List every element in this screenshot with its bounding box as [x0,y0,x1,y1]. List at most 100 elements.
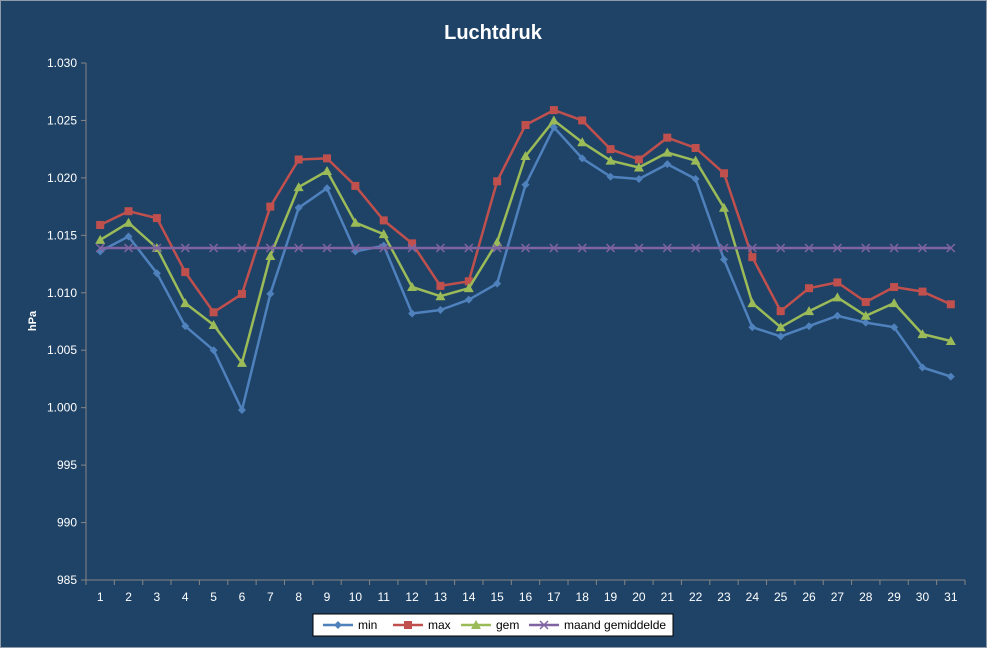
data-point [606,172,615,181]
x-tick-label: 21 [661,590,675,604]
x-tick-label: 2 [125,590,132,604]
data-point [663,160,672,169]
x-tick-label: 18 [576,590,590,604]
x-tick-label: 12 [405,590,419,604]
series-line [99,108,952,314]
data-point [804,306,815,316]
data-point [435,243,445,253]
x-tick-label: 4 [182,590,189,604]
y-tick-label: 1.005 [47,343,77,357]
x-tick-label: 7 [267,590,274,604]
x-tick-label: 20 [632,590,646,604]
x-tick-label: 26 [802,590,816,604]
data-point [691,144,700,153]
y-tick-label: 995 [57,458,77,472]
data-point [493,177,502,186]
x-tick-label: 5 [210,590,217,604]
data-point [236,357,247,367]
data-point [606,243,616,253]
data-point [890,323,899,332]
data-point [323,184,332,193]
data-point [123,217,134,227]
data-point [832,292,843,302]
data-point [436,281,445,290]
data-point [889,243,899,253]
y-tick-label: 1.030 [47,56,77,70]
data-point [577,243,587,253]
x-tick-label: 16 [519,590,533,604]
data-point [776,332,785,341]
data-point [549,123,558,132]
x-tick-label: 1 [97,590,104,604]
data-point [350,243,360,253]
data-point [945,336,956,346]
data-point [549,106,558,115]
y-tick-label: 1.000 [47,401,77,415]
data-point [776,243,786,253]
y-tick-label: 985 [57,573,77,587]
data-point [294,155,303,164]
data-point [265,243,275,253]
data-point [634,155,643,164]
data-point [861,243,871,253]
data-point [860,310,871,320]
x-tick-label: 15 [490,590,504,604]
data-point [181,268,190,277]
data-point [294,243,304,253]
data-point [805,284,814,293]
legend-swatch-marker [404,621,412,629]
data-point [408,309,417,318]
data-point [917,329,928,339]
data-point [266,289,275,298]
data-point [719,255,728,264]
data-point [833,278,842,287]
y-tick-label: 1.015 [47,228,77,242]
data-point [805,322,814,331]
legend-label: maand gemiddelde [564,618,666,632]
x-tick-label: 3 [154,590,161,604]
data-point [889,298,900,308]
data-point [747,243,757,253]
x-tick-label: 13 [434,590,448,604]
data-point [521,180,530,189]
data-point [577,137,588,147]
data-point [209,308,218,317]
data-point [294,203,303,212]
data-point [209,243,219,253]
x-tick-label: 6 [239,590,246,604]
legend-label: gem [496,618,519,632]
data-point [351,181,360,190]
chart-title: Luchtdruk [444,22,543,44]
x-tick-label: 24 [746,590,760,604]
data-point [407,243,417,253]
data-point [890,283,899,292]
data-point [237,243,247,253]
data-point [861,318,870,327]
data-point [946,243,956,253]
data-point [521,121,530,130]
x-tick-label: 22 [689,590,703,604]
data-point [605,155,616,165]
data-point [124,232,133,241]
data-point [350,217,361,227]
data-point [96,220,105,229]
data-point [917,243,927,253]
data-point [181,322,190,331]
data-point [464,243,474,253]
data-point [718,202,729,212]
data-point [378,229,389,239]
data-point [832,243,842,253]
x-tick-label: 25 [774,590,788,604]
data-point [266,202,275,211]
data-point [237,405,246,414]
data-point [463,283,474,293]
data-point [492,237,503,247]
data-point [578,154,587,163]
x-tick-label: 8 [295,590,302,604]
data-point [95,234,106,244]
series-gem [95,115,956,367]
y-axis-label: hPa [27,310,39,331]
y-tick-label: 1.025 [47,113,77,127]
legend-box [312,613,674,637]
